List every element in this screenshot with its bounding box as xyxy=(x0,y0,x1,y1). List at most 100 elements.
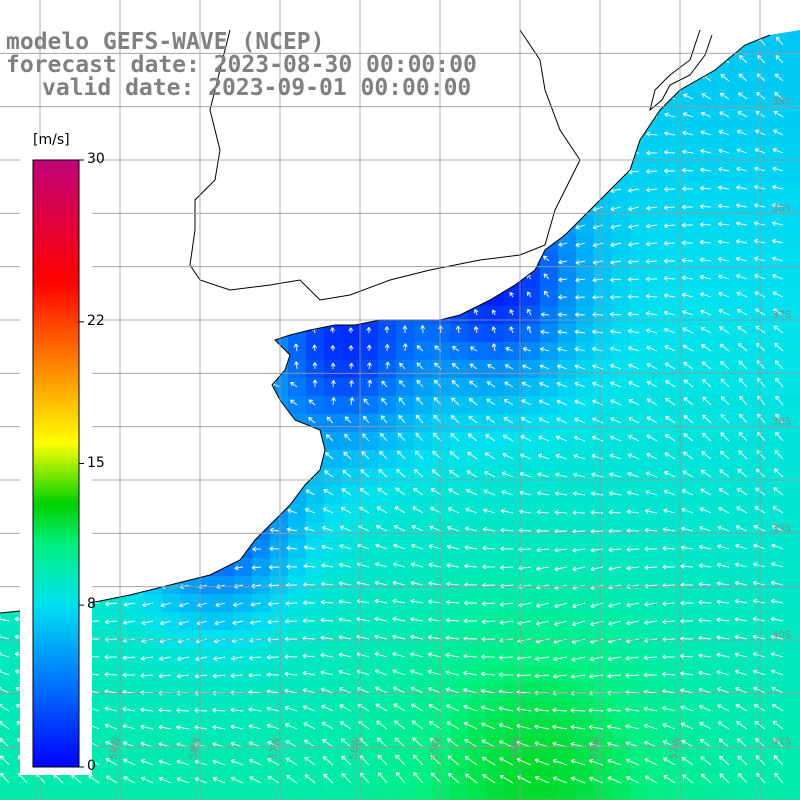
wind-arrow xyxy=(718,755,730,766)
wind-speed-cell xyxy=(126,720,145,739)
wind-speed-cell xyxy=(684,486,703,505)
wind-speed-cell xyxy=(324,378,343,397)
wind-arrow xyxy=(570,759,586,766)
wind-arrow xyxy=(398,380,406,388)
wind-speed-cell xyxy=(378,432,397,451)
coastline xyxy=(0,34,771,614)
wind-speed-cell xyxy=(702,666,721,685)
wind-arrow xyxy=(302,600,316,606)
wind-arrow xyxy=(498,672,514,678)
wind-speed-cell xyxy=(702,720,721,739)
wind-arrow xyxy=(429,525,442,532)
wind-speed-cell xyxy=(522,612,541,631)
wind-speed-cell xyxy=(360,486,379,505)
wind-speed-cell xyxy=(180,774,199,793)
wind-arrow xyxy=(646,453,658,460)
wind-speed-cell xyxy=(630,378,649,397)
wind-arrow xyxy=(194,725,208,730)
wind-arrow xyxy=(500,565,514,570)
wind-speed-cell xyxy=(234,648,253,667)
wind-arrow xyxy=(643,723,658,730)
wind-arrow xyxy=(338,652,352,658)
wind-speed-cell xyxy=(18,792,37,800)
wind-speed-cell xyxy=(558,648,577,667)
wind-arrow xyxy=(448,469,460,478)
wind-arrow xyxy=(735,203,748,209)
wind-arrow xyxy=(572,620,586,627)
wind-speed-cell xyxy=(792,90,800,109)
wind-arrow xyxy=(534,707,550,713)
wind-speed-cell xyxy=(468,360,487,379)
wind-arrow xyxy=(450,433,460,442)
wind-arrow xyxy=(392,651,406,658)
wind-speed-cell xyxy=(540,630,559,649)
wind-speed-cell xyxy=(342,486,361,505)
wind-arrow xyxy=(320,617,334,623)
wind-arrow xyxy=(627,328,640,334)
wind-arrow xyxy=(716,617,730,623)
wind-arrow xyxy=(499,774,514,784)
wind-speed-cell xyxy=(666,324,685,343)
wind-speed-cell xyxy=(486,414,505,433)
wind-speed-cell xyxy=(378,792,397,800)
wind-arrow xyxy=(0,755,10,766)
wind-arrow xyxy=(700,167,712,173)
wind-speed-cell xyxy=(108,720,127,739)
wind-speed-cell xyxy=(414,522,433,541)
wind-speed-cell xyxy=(432,342,451,361)
wind-arrow xyxy=(303,722,316,730)
wind-speed-cell xyxy=(630,414,649,433)
wind-arrow xyxy=(140,724,154,730)
wind-speed-cell xyxy=(396,360,415,379)
wind-arrow xyxy=(481,739,496,748)
wind-speed-cell xyxy=(576,612,595,631)
wind-speed-cell xyxy=(630,396,649,415)
wind-arrow xyxy=(445,704,460,712)
wind-speed-cell xyxy=(198,774,217,793)
wind-speed-cell xyxy=(216,612,235,631)
wind-speed-cell xyxy=(594,270,613,289)
wind-arrow xyxy=(775,377,784,388)
wind-arrow xyxy=(557,346,568,352)
wind-speed-cell xyxy=(216,792,235,800)
wind-arrow xyxy=(610,381,622,388)
wind-arrow xyxy=(469,380,478,388)
wind-speed-cell xyxy=(324,666,343,685)
wind-speed-cell xyxy=(396,630,415,649)
wind-arrow xyxy=(468,397,478,406)
wind-speed-cell xyxy=(216,756,235,775)
wind-arrow xyxy=(420,325,426,334)
wind-speed-cell xyxy=(630,450,649,469)
wind-arrow xyxy=(628,399,640,406)
wind-arrow xyxy=(341,488,352,496)
longitude-label: 54W xyxy=(508,736,523,760)
wind-speed-cell xyxy=(774,126,793,145)
wind-speed-cell xyxy=(378,630,397,649)
wind-arrow xyxy=(411,543,424,550)
wind-speed-cell xyxy=(576,774,595,793)
wind-speed-cell xyxy=(576,450,595,469)
wind-speed-cell xyxy=(666,468,685,487)
wind-arrow xyxy=(716,599,730,605)
wind-speed-cell xyxy=(774,720,793,739)
wind-arrow xyxy=(719,111,730,118)
wind-arrow xyxy=(463,721,478,730)
wind-arrow xyxy=(320,581,334,587)
wind-arrow xyxy=(393,720,406,730)
wind-arrow xyxy=(734,634,748,640)
wind-arrow xyxy=(312,344,318,352)
wind-arrow xyxy=(626,620,640,626)
wind-arrow xyxy=(394,506,406,514)
wind-speed-cell xyxy=(90,702,109,721)
wind-speed-cell xyxy=(486,468,505,487)
wind-arrow xyxy=(770,634,784,640)
wind-arrow xyxy=(342,469,352,478)
wind-arrow xyxy=(736,308,748,316)
wind-speed-cell xyxy=(324,504,343,523)
wind-speed-cell xyxy=(306,612,325,631)
wind-speed-cell xyxy=(576,234,595,253)
wind-arrow xyxy=(663,489,676,496)
wind-speed-cell xyxy=(270,540,289,559)
wind-arrow xyxy=(427,634,442,640)
wind-speed-cell xyxy=(486,792,505,800)
